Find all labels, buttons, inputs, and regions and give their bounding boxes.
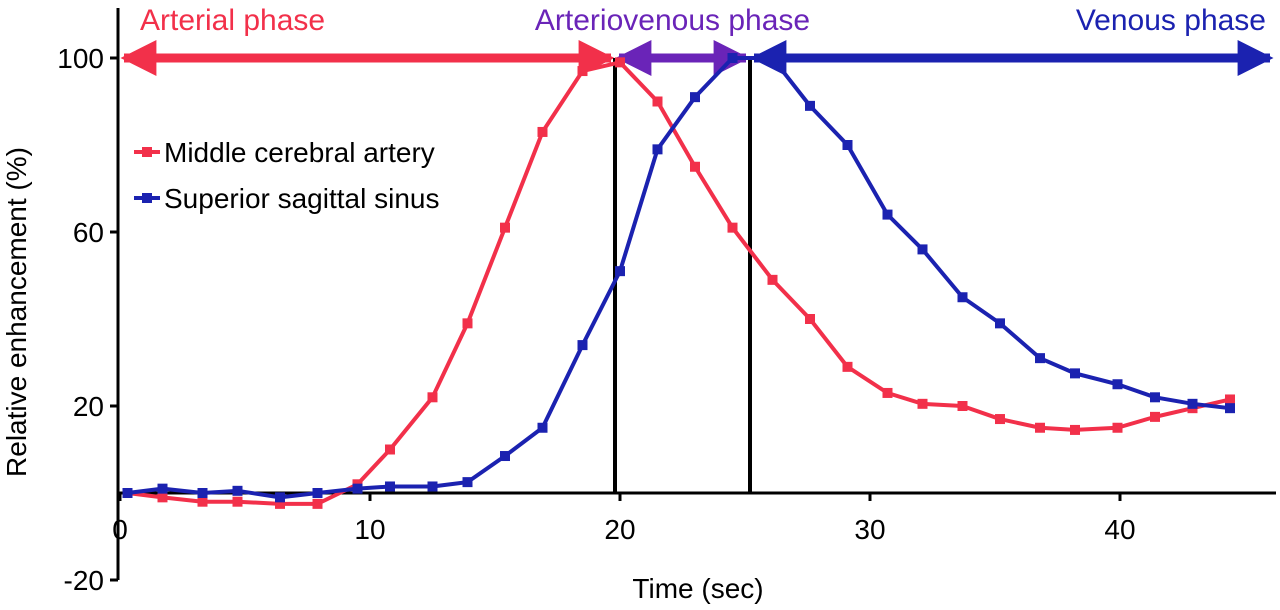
data-point xyxy=(157,492,168,503)
legend: Middle cerebral artery Superior sagittal … xyxy=(134,137,439,214)
data-point xyxy=(652,96,663,107)
data-point xyxy=(537,422,548,433)
data-point xyxy=(652,144,663,155)
data-point xyxy=(1150,392,1160,403)
data-point xyxy=(727,53,738,63)
data-point xyxy=(727,222,738,233)
data-point xyxy=(232,485,243,496)
y-tick-label: 60 xyxy=(73,217,104,248)
data-point xyxy=(1225,394,1235,405)
legend-marker xyxy=(142,147,152,157)
data-point xyxy=(500,222,510,233)
y-tick-label: 100 xyxy=(57,43,104,74)
data-point xyxy=(1112,422,1123,433)
data-point xyxy=(157,483,168,494)
x-tick-label: 30 xyxy=(854,514,885,545)
data-point xyxy=(957,292,968,303)
data-point xyxy=(427,392,438,403)
data-point xyxy=(615,57,625,68)
data-point xyxy=(500,451,510,462)
data-point xyxy=(427,481,438,492)
data-point xyxy=(690,161,700,172)
legend-label: Superior sagittal sinus xyxy=(164,183,439,214)
data-point xyxy=(767,274,778,285)
legend-marker xyxy=(142,193,152,203)
data-point xyxy=(882,209,893,220)
x-tick-label: 40 xyxy=(1104,514,1135,545)
data-point xyxy=(537,126,548,137)
phase-label: Arterial phase xyxy=(140,4,325,37)
data-point xyxy=(122,488,133,498)
data-point xyxy=(882,387,893,398)
x-tick-label: 20 xyxy=(604,514,635,545)
data-point xyxy=(690,92,700,103)
x-tick-label: 10 xyxy=(354,514,385,545)
data-point xyxy=(917,244,928,255)
data-point xyxy=(957,401,968,411)
phase-layer: Arterial phase Arteriovenous phase Venous … xyxy=(120,4,1274,76)
phase-label: Venous phase xyxy=(1076,4,1266,37)
data-point xyxy=(995,414,1005,425)
data-point xyxy=(842,361,853,372)
series-line xyxy=(127,56,1231,500)
data-point xyxy=(1035,353,1045,364)
x-axis-title: Time (sec) xyxy=(632,573,763,604)
data-point xyxy=(197,488,208,498)
series-line xyxy=(127,60,1231,506)
y-axis-title: Relative enhancement (%) xyxy=(1,147,32,477)
data-point xyxy=(385,444,395,455)
legend-label: Middle cerebral artery xyxy=(164,137,435,168)
data-point xyxy=(385,481,395,492)
data-point xyxy=(1187,398,1198,409)
series-layer xyxy=(122,53,1235,509)
data-point xyxy=(842,140,853,150)
data-point xyxy=(805,100,815,111)
data-point xyxy=(312,488,323,498)
x-tick-label: 0 xyxy=(112,514,128,545)
data-point xyxy=(995,318,1005,329)
data-point xyxy=(1070,368,1080,379)
data-point xyxy=(1112,379,1123,390)
data-point xyxy=(275,498,285,509)
data-point xyxy=(232,496,243,507)
data-point xyxy=(1225,403,1235,414)
data-point xyxy=(615,266,625,277)
data-point xyxy=(462,318,473,329)
axes-layer: -20 20 60 100 0 10 20 30 40 xyxy=(57,8,1276,596)
data-point xyxy=(1070,424,1080,435)
data-point xyxy=(577,66,588,77)
data-point xyxy=(917,398,928,409)
y-tick-label: 20 xyxy=(73,391,104,422)
data-point xyxy=(805,314,815,324)
data-point xyxy=(352,483,363,494)
y-tick-label: -20 xyxy=(64,565,104,596)
phase-label: Arteriovenous phase xyxy=(535,4,810,37)
data-point xyxy=(197,496,208,507)
data-point xyxy=(312,498,323,509)
data-point xyxy=(1035,422,1045,433)
data-point xyxy=(577,340,588,351)
data-point xyxy=(1150,411,1160,422)
data-point xyxy=(767,53,778,63)
data-point xyxy=(462,477,473,488)
data-point xyxy=(275,492,285,503)
